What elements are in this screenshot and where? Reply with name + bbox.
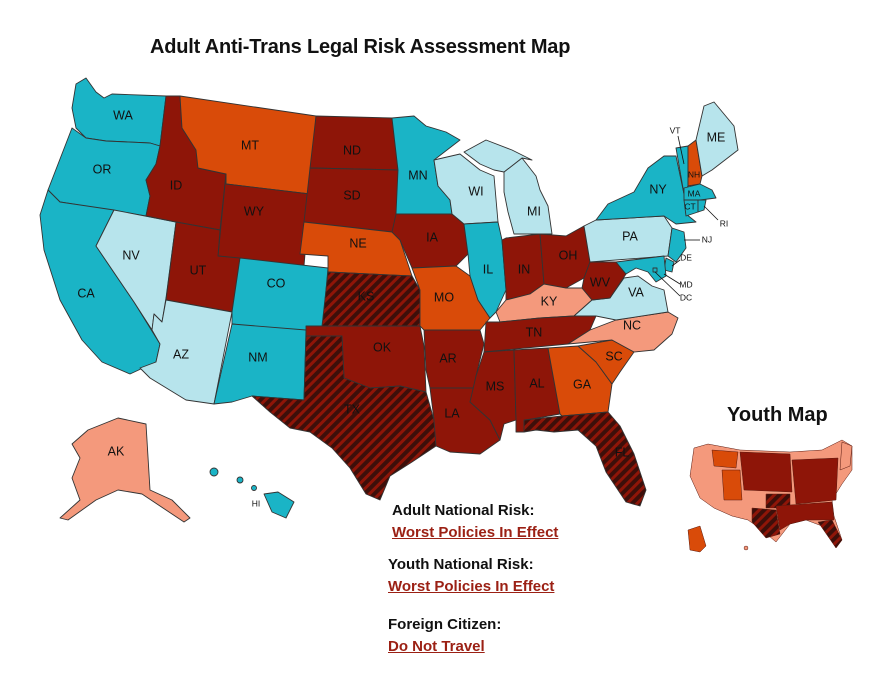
foreign-citizen-link[interactable]: Do Not Travel [388, 638, 485, 655]
label-KY: KY [541, 294, 558, 308]
label-IA: IA [426, 230, 438, 244]
label-MD: MD [679, 279, 692, 289]
label-NM: NM [248, 350, 267, 364]
state-MD[interactable] [615, 255, 667, 283]
label-DE: DE [680, 252, 692, 262]
state-ME[interactable] [695, 101, 739, 177]
label-VA: VA [628, 285, 644, 299]
label-FL: FL [615, 445, 630, 459]
youth-alaska [687, 525, 707, 553]
label-ND: ND [343, 143, 361, 157]
label-NH: NH [688, 169, 700, 179]
state-HI[interactable] [263, 491, 295, 519]
youth-region [711, 449, 739, 469]
label-MS: MS [486, 379, 505, 393]
state-HI-island [251, 485, 257, 491]
label-SC: SC [605, 349, 622, 363]
label-NE: NE [349, 236, 366, 250]
label-MA: MA [688, 188, 701, 198]
youth-region [775, 501, 835, 531]
label-MO: MO [434, 290, 454, 304]
adult-risk-link[interactable]: Worst Policies In Effect [392, 524, 559, 541]
label-WY: WY [244, 204, 265, 218]
label-MT: MT [241, 138, 259, 152]
youth-risk-link[interactable]: Worst Policies In Effect [388, 578, 555, 595]
label-IN: IN [518, 262, 531, 276]
label-NY: NY [649, 182, 667, 196]
youth-national-risk: Youth National Risk: Worst Policies In E… [388, 556, 554, 595]
map-title: Adult Anti-Trans Legal Risk Assessment M… [150, 36, 571, 58]
youth-map-title: Youth Map [727, 404, 828, 426]
label-KS: KS [358, 289, 375, 303]
youth-hawaii [743, 545, 749, 551]
label-CA: CA [77, 286, 95, 300]
state-RI[interactable] [697, 199, 707, 213]
youth-region [839, 441, 853, 471]
label-OH: OH [559, 248, 578, 262]
state-MI[interactable] [503, 157, 553, 235]
foreign-citizen-advisory: Foreign Citizen: Do Not Travel [388, 616, 501, 655]
label-OK: OK [373, 340, 392, 354]
state-FL[interactable] [523, 411, 647, 507]
label-ME: ME [707, 130, 726, 144]
adult-risk-label: Adult National Risk: [392, 502, 535, 519]
label-NV: NV [122, 248, 140, 262]
label-HI: HI [252, 498, 261, 508]
youth-region [751, 507, 781, 539]
label-AL: AL [529, 376, 544, 390]
state-NJ[interactable] [667, 227, 687, 263]
state-HI-island [209, 467, 219, 477]
youth-risk-label: Youth National Risk: [388, 556, 534, 573]
state-HI-island [236, 476, 244, 484]
youth-region [739, 451, 793, 493]
label-WI: WI [468, 184, 483, 198]
state-IL[interactable] [463, 221, 507, 319]
label-OR: OR [93, 162, 112, 176]
label-IL: IL [483, 262, 493, 276]
foreign-citizen-label: Foreign Citizen: [388, 616, 502, 633]
label-RI: RI [720, 218, 729, 228]
label-AR: AR [439, 351, 456, 365]
label-UT: UT [190, 263, 207, 277]
state-AK[interactable] [59, 417, 191, 523]
label-WV: WV [590, 275, 611, 289]
state-DC[interactable] [652, 267, 658, 273]
label-ID: ID [170, 178, 183, 192]
label-NJ: NJ [702, 234, 712, 244]
youth-region [791, 457, 839, 505]
leader-lines [654, 135, 719, 297]
label-LA: LA [444, 406, 460, 420]
state-CO[interactable] [231, 257, 329, 335]
label-CO: CO [267, 276, 286, 290]
label-SD: SD [343, 188, 360, 202]
state-TX[interactable] [251, 335, 437, 501]
label-TN: TN [526, 325, 543, 339]
state-NY[interactable] [595, 155, 697, 225]
youth-region [817, 519, 843, 549]
state-NH[interactable] [687, 139, 703, 187]
youth-region [721, 469, 743, 501]
adult-national-risk: Adult National Risk: Worst Policies In E… [392, 502, 558, 541]
label-VT: VT [670, 125, 681, 135]
label-AZ: AZ [173, 347, 189, 361]
state-MO[interactable] [411, 265, 491, 331]
label-CT: CT [684, 201, 695, 211]
label-GA: GA [573, 377, 592, 391]
label-WA: WA [113, 108, 133, 122]
label-MI: MI [527, 204, 541, 218]
label-NC: NC [623, 318, 641, 332]
label-TX: TX [344, 402, 361, 416]
youth-mini-map [687, 439, 853, 553]
state-MI-up[interactable] [463, 139, 533, 173]
label-PA: PA [622, 229, 638, 243]
label-AK: AK [108, 444, 125, 458]
label-DC: DC [680, 292, 692, 302]
label-MN: MN [408, 168, 427, 182]
